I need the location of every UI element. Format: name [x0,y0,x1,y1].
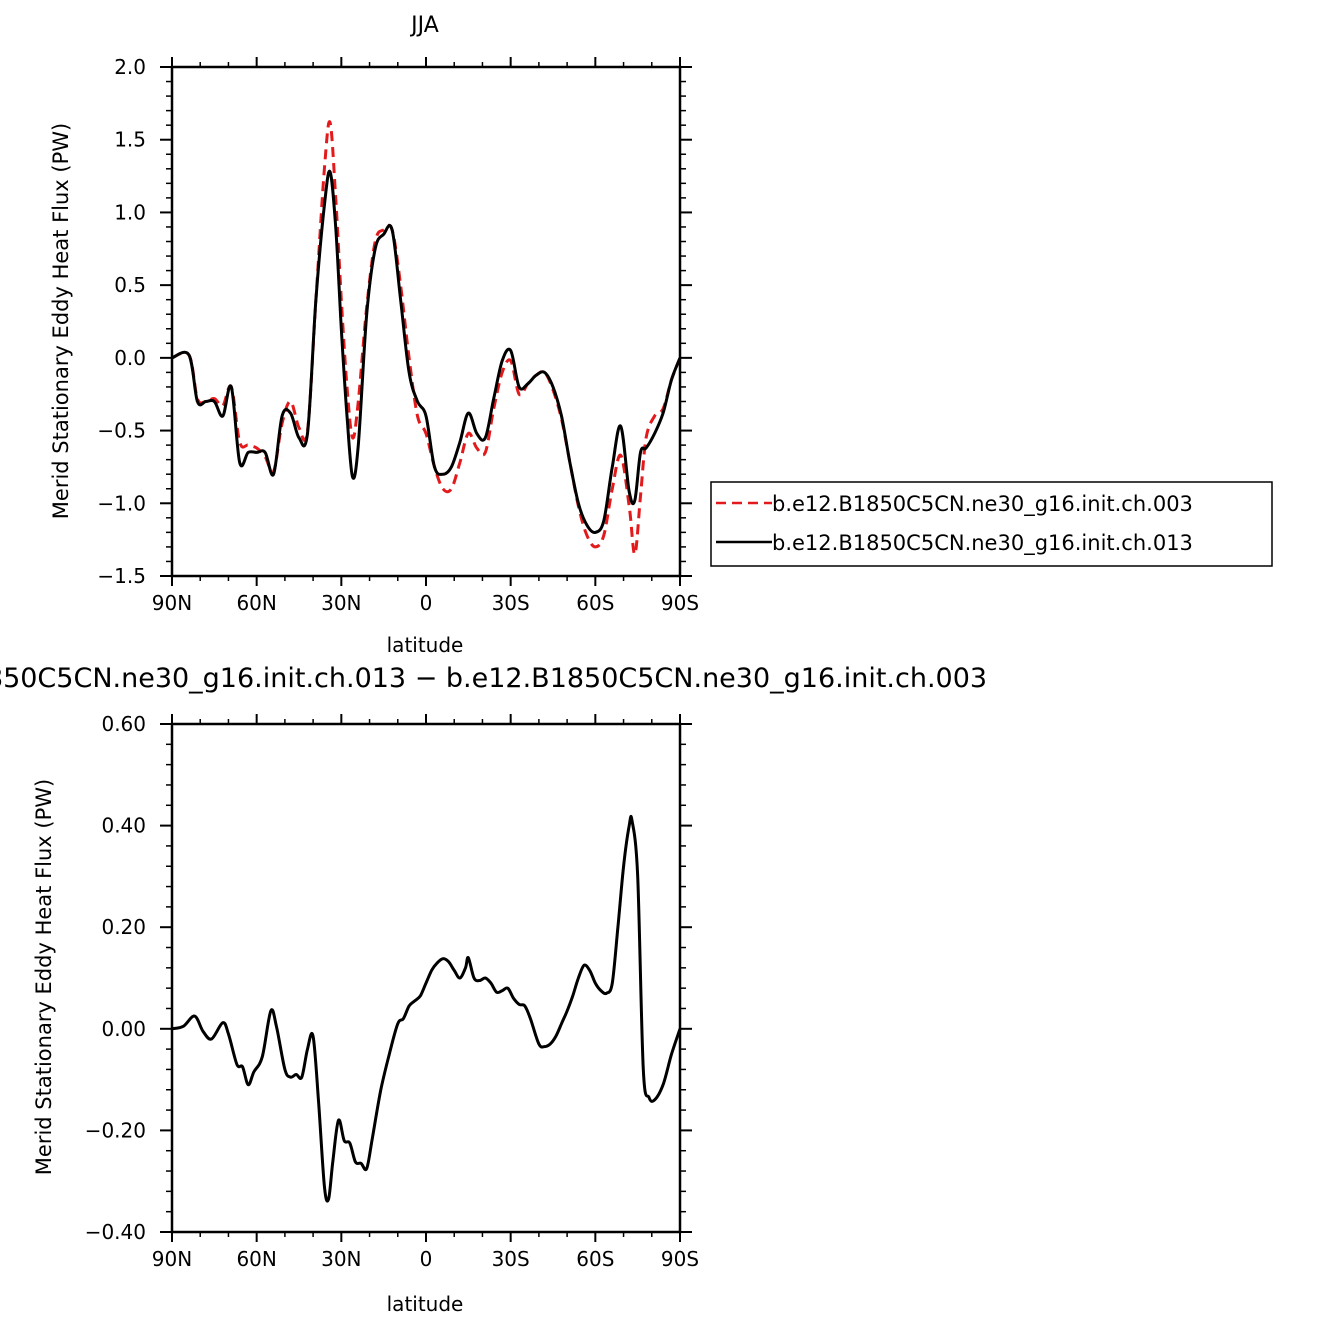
top-x-tick-label: 90N [152,591,192,615]
top-x-axis-label: latitude [387,633,464,657]
bottom-chart-title: b.e12.B1850C5CN.ne30_g16.init.ch.013 − b… [0,663,987,694]
bottom-panel: b.e12.B1850C5CN.ne30_g16.init.ch.013 − b… [0,663,987,1316]
top-x-tick-label: 0 [420,591,433,615]
bottom-x-axis-label: latitude [387,1292,464,1316]
top-axis-ticks: 90N 60N 30N 0 30S 60S 90S −1.5 −1.0 −0.5 0.0 0.5 1.0… [97,55,699,615]
top-x-tick-label: 60N [236,591,276,615]
bottom-y-tick-label: 0.00 [101,1017,146,1041]
bottom-x-tick-label: 30S [492,1247,530,1271]
bottom-y-tick-label: 0.40 [101,814,146,838]
top-y-tick-label: 0.0 [114,346,146,370]
legend-label-series-1: b.e12.B1850C5CN.ne30_g16.init.ch.003 [772,492,1193,517]
bottom-x-tick-label: 30N [321,1247,361,1271]
bottom-series-lines [171,814,682,1203]
top-y-tick-label: −1.5 [97,564,146,588]
top-series-line-2 [171,169,682,534]
top-panel: JJA Merid Stationary Eddy Heat Flux (PW)… [49,13,699,657]
bottom-y-tick-label: −0.40 [85,1220,146,1244]
top-x-tick-label: 60S [576,591,614,615]
bottom-plot-frame [170,722,682,1234]
top-plot-frame [170,65,682,578]
top-x-tick-label: 30N [321,591,361,615]
top-y-tick-label: 1.0 [114,200,146,224]
top-chart-title: JJA [409,13,439,38]
bottom-x-tick-label: 0 [420,1247,433,1271]
top-y-tick-label: 2.0 [114,55,146,79]
bottom-x-tick-label: 60S [576,1247,614,1271]
bottom-series-line-1 [171,814,682,1203]
top-legend: b.e12.B1850C5CN.ne30_g16.init.ch.003 b.e… [710,481,1273,567]
bottom-y-axis-label: Merid Stationary Eddy Heat Flux (PW) [32,779,56,1175]
bottom-y-tick-label: −0.20 [85,1118,146,1142]
bottom-axis-ticks: 90N 60N 30N 0 30S 60S 90S −0.40 −0.20 0.00 0.20 0.4… [85,712,699,1271]
top-y-axis-label: Merid Stationary Eddy Heat Flux (PW) [49,123,73,519]
bottom-x-tick-label: 90S [661,1247,699,1271]
bottom-x-tick-label: 60N [236,1247,276,1271]
top-y-tick-label: −1.0 [97,491,146,515]
top-x-tick-label: 90S [661,591,699,615]
bottom-y-tick-label: 0.60 [101,712,146,736]
bottom-x-tick-label: 90N [152,1247,192,1271]
top-x-tick-label: 30S [492,591,530,615]
top-y-tick-label: 0.5 [114,273,146,297]
bottom-y-tick-label: 0.20 [101,915,146,939]
legend-box [710,481,1273,567]
legend-label-series-2: b.e12.B1850C5CN.ne30_g16.init.ch.013 [772,531,1193,556]
top-y-tick-label: −0.5 [97,419,146,443]
top-series-line-1 [171,120,682,556]
top-y-tick-label: 1.5 [114,128,146,152]
top-series-lines [171,120,682,556]
